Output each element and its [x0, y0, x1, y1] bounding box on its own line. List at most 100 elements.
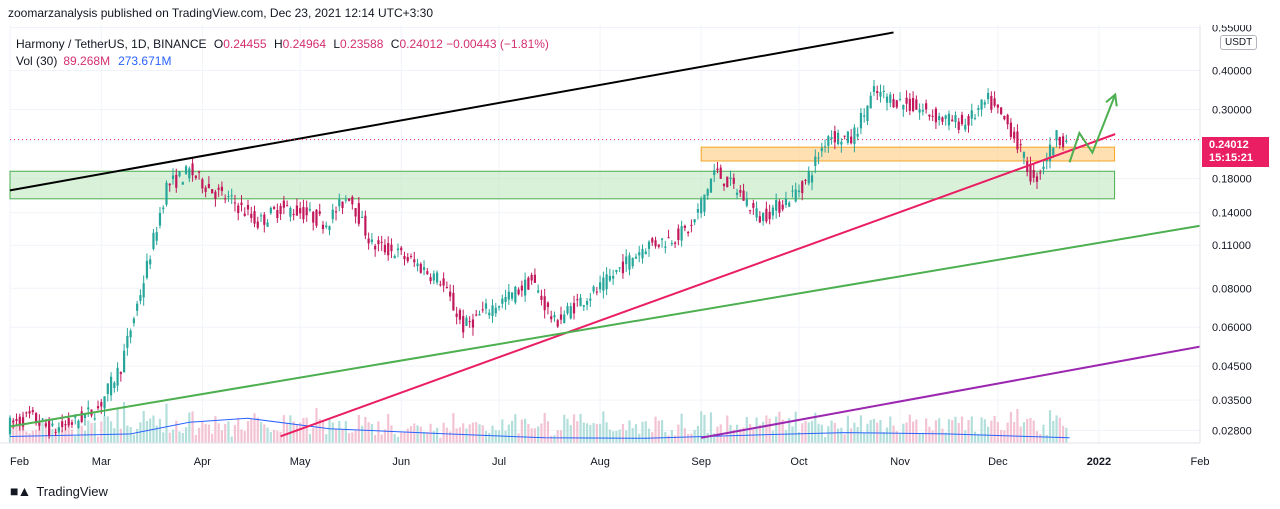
volume-bar [990, 420, 993, 443]
candle-body [895, 100, 898, 108]
candle-body [837, 132, 840, 145]
candle-body [553, 315, 556, 318]
chart-legend: Harmony / TetherUS, 1D, BINANCE O0.24455… [16, 36, 549, 70]
volume-bar [660, 420, 664, 443]
candle-body [918, 109, 921, 113]
candle-body [201, 179, 204, 189]
volume-bar [898, 434, 902, 443]
volume-bar [1003, 430, 1006, 443]
candle-body [377, 240, 380, 245]
candle-body [993, 98, 996, 106]
volume-bar [207, 424, 210, 443]
x-tick-label: Feb [10, 456, 29, 468]
candle-body [299, 208, 302, 214]
candle-body [276, 210, 279, 219]
candle-body [729, 177, 732, 180]
candle-body [295, 205, 299, 216]
candle-body [634, 256, 638, 259]
x-tick-label: Jul [492, 456, 506, 468]
volume-bar [572, 414, 576, 443]
candle-body [608, 275, 611, 281]
tradingview-brand[interactable]: ■▲ TradingView [10, 483, 108, 499]
volume-bar [113, 428, 116, 443]
volume-bar [762, 421, 765, 443]
volume-bar [605, 422, 608, 443]
candle-body [755, 208, 758, 218]
candle-body [452, 292, 455, 311]
candle-body [250, 213, 253, 218]
currency-unit[interactable]: USDT [1220, 35, 1258, 50]
x-tick-label: Sep [691, 456, 711, 468]
candle-body [820, 147, 823, 152]
volume-bar [175, 420, 178, 443]
volume-bar [400, 432, 403, 443]
volume-bar [840, 427, 843, 443]
volume-bar [709, 412, 713, 443]
candle-body [654, 240, 657, 247]
y-tick-label: 0.55000 [1212, 25, 1252, 34]
open-label: O [213, 37, 224, 51]
volume-bar [918, 432, 921, 443]
candlestick-chart[interactable]: 0.55000 0.40000 0.30000 0.18000 0.14000 0.110… [0, 25, 1280, 471]
purple-trendline [700, 345, 1201, 439]
volume-bar [116, 408, 119, 443]
volume-bar [256, 417, 259, 443]
candle-body [197, 171, 201, 173]
volume-bar [1032, 420, 1035, 443]
candle-body [687, 232, 690, 234]
volume-bar [259, 422, 263, 443]
x-tick-label: Nov [890, 456, 910, 468]
volume-bar [299, 422, 302, 443]
candle-body [709, 178, 713, 193]
projection-arrow [1068, 92, 1118, 163]
volume-label[interactable]: Vol (30) [16, 54, 58, 68]
volume-bar [915, 419, 918, 443]
current-price-tag: 0.24012 15:15:21 [1202, 137, 1269, 167]
low-value: 0.23588 [340, 37, 384, 51]
volume-bar [426, 432, 429, 443]
candle-body [1061, 136, 1065, 148]
volume-bar [211, 433, 214, 443]
candle-body [510, 292, 514, 299]
candle-body [765, 208, 768, 222]
volume-bar [129, 427, 132, 443]
volume-bar [612, 431, 615, 443]
candle-body [1058, 136, 1061, 146]
projection-arrow-head [1105, 92, 1118, 107]
x-tick-label: 2022 [1087, 456, 1111, 468]
candle-body [383, 244, 387, 253]
symbol-title[interactable]: Harmony / TetherUS, 1D, BINANCE [16, 37, 207, 51]
candle-body [478, 314, 481, 316]
candle-body [951, 119, 954, 122]
candle-body [31, 410, 34, 413]
candle-body [272, 207, 276, 209]
candle-body [93, 418, 96, 420]
tradingview-logo-icon: ■▲ [10, 483, 31, 499]
volume-bar [435, 427, 439, 443]
candle-body [123, 350, 126, 373]
candle-body [1003, 115, 1006, 120]
candle-body [739, 190, 742, 193]
candle-body [484, 303, 488, 309]
volume-bar [237, 417, 240, 443]
volume-bar [576, 421, 579, 443]
candle-body [139, 295, 142, 301]
candle-body [850, 136, 853, 144]
green-trendline [9, 224, 1201, 428]
candle-body [827, 136, 830, 146]
volume-bar [419, 426, 422, 443]
volume-bar [566, 418, 569, 443]
candle-body [902, 104, 905, 110]
volume-bar [393, 434, 396, 443]
candle-body [876, 91, 879, 94]
candle-body [28, 411, 31, 414]
candle-body [1055, 130, 1058, 141]
candle-body [885, 96, 889, 103]
candle-body [1032, 170, 1035, 178]
candle-body [468, 321, 471, 323]
volume-bar [543, 412, 546, 443]
chart-grid [9, 25, 1201, 443]
volume-bar [1058, 417, 1061, 443]
volume-bar [155, 425, 158, 443]
volume-bar [318, 419, 321, 443]
